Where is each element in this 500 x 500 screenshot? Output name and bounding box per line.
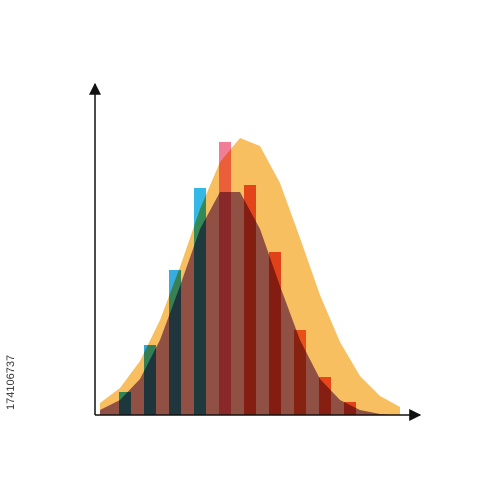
plot-area [100, 138, 400, 415]
curve-area [100, 192, 400, 415]
watermark: 174106737 [5, 355, 17, 410]
